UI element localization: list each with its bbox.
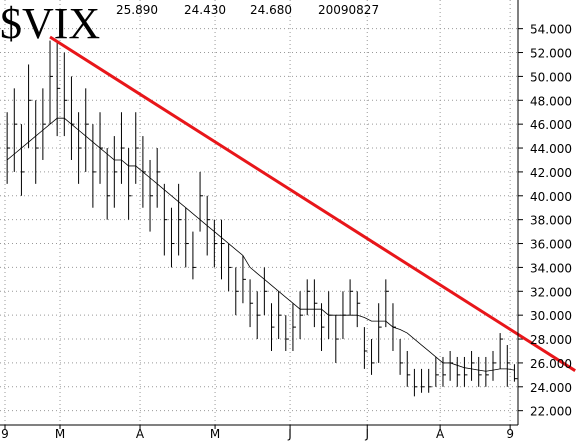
y-tick-label: 48.000 (530, 94, 572, 108)
y-tick-label: 44.000 (530, 142, 572, 156)
trendline (49, 35, 576, 372)
annotation: 24.430 (184, 3, 226, 17)
y-tick-label: 24.000 (530, 381, 572, 395)
annotation: 20090827 (318, 3, 379, 17)
y-tick-label: 26.000 (530, 357, 572, 371)
y-tick-label: 38.000 (530, 214, 572, 228)
y-tick-label: 28.000 (530, 333, 572, 347)
annotation: 25.890 (116, 3, 158, 17)
chart-title: $VIX (0, 0, 100, 48)
x-tick-label: 9 (506, 427, 514, 441)
labels: $VIX 25.890 24.430 24.680 20090827 22.00… (0, 0, 572, 441)
y-tick-label: 32.000 (530, 285, 572, 299)
x-tick-label: A (136, 427, 145, 441)
y-tick-label: 46.000 (530, 118, 572, 132)
y-tick-label: 50.000 (530, 70, 572, 84)
y-tick-label: 34.000 (530, 261, 572, 275)
y-tick-label: 42.000 (530, 166, 572, 180)
x-tick-label: J (364, 427, 369, 441)
y-tick-label: 36.000 (530, 238, 572, 252)
y-tick-label: 54.000 (530, 23, 572, 37)
x-tick-label: M (210, 427, 220, 441)
marks (6, 35, 576, 397)
y-tick-label: 52.000 (530, 47, 572, 61)
grid (0, 0, 523, 429)
x-tick-label: M (55, 427, 65, 441)
x-tick-label: A (436, 427, 445, 441)
moving-average (6, 117, 515, 372)
y-tick-label: 22.000 (530, 405, 572, 419)
y-tick-label: 40.000 (530, 190, 572, 204)
y-tick-label: 30.000 (530, 309, 572, 323)
x-tick-label: 9 (1, 427, 9, 441)
annotation: 24.680 (250, 3, 292, 17)
x-tick-label: J (287, 427, 292, 441)
